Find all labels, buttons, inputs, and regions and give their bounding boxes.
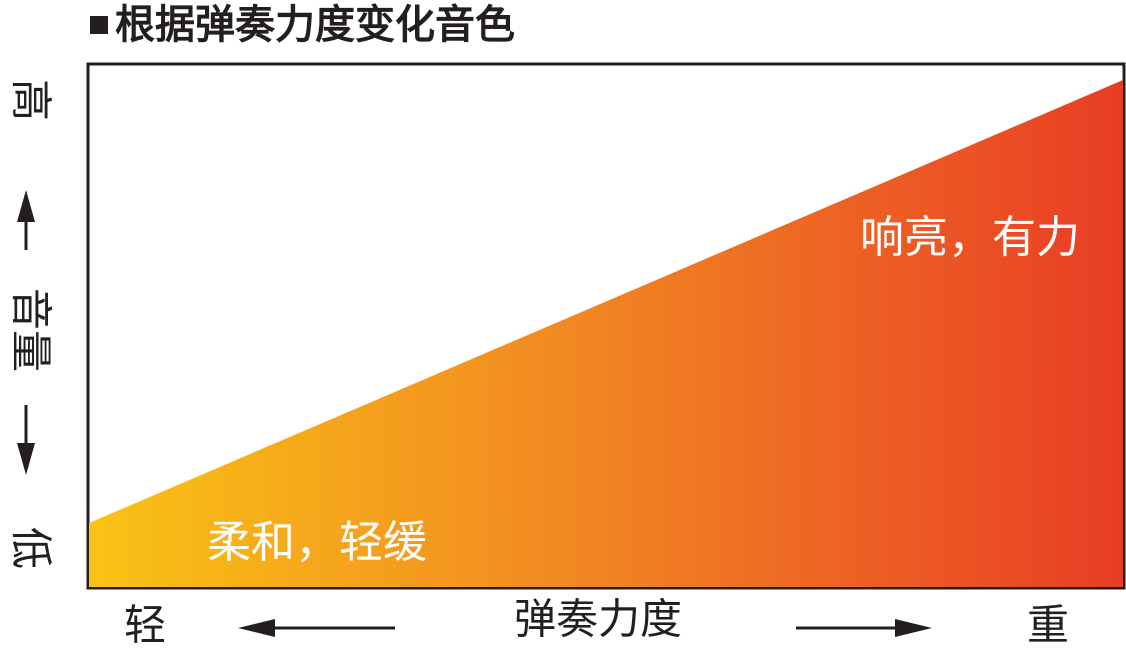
x-arrows [238, 619, 932, 637]
x-high: 重 [1027, 601, 1069, 650]
x-label: 弹奏力度 [514, 595, 682, 644]
loud-label: 响亮，有力 [860, 212, 1080, 263]
title-bullet [90, 16, 108, 34]
y-label: 音量 [7, 288, 56, 372]
y-high: 高 [7, 79, 56, 121]
y-arrows [17, 190, 35, 475]
y-low: 低 [7, 527, 56, 569]
title: 根据弹奏力度变化音色 [115, 2, 515, 48]
soft-label: 柔和，轻缓 [207, 517, 427, 568]
volume-area [89, 80, 1123, 587]
x-low: 轻 [124, 601, 166, 650]
